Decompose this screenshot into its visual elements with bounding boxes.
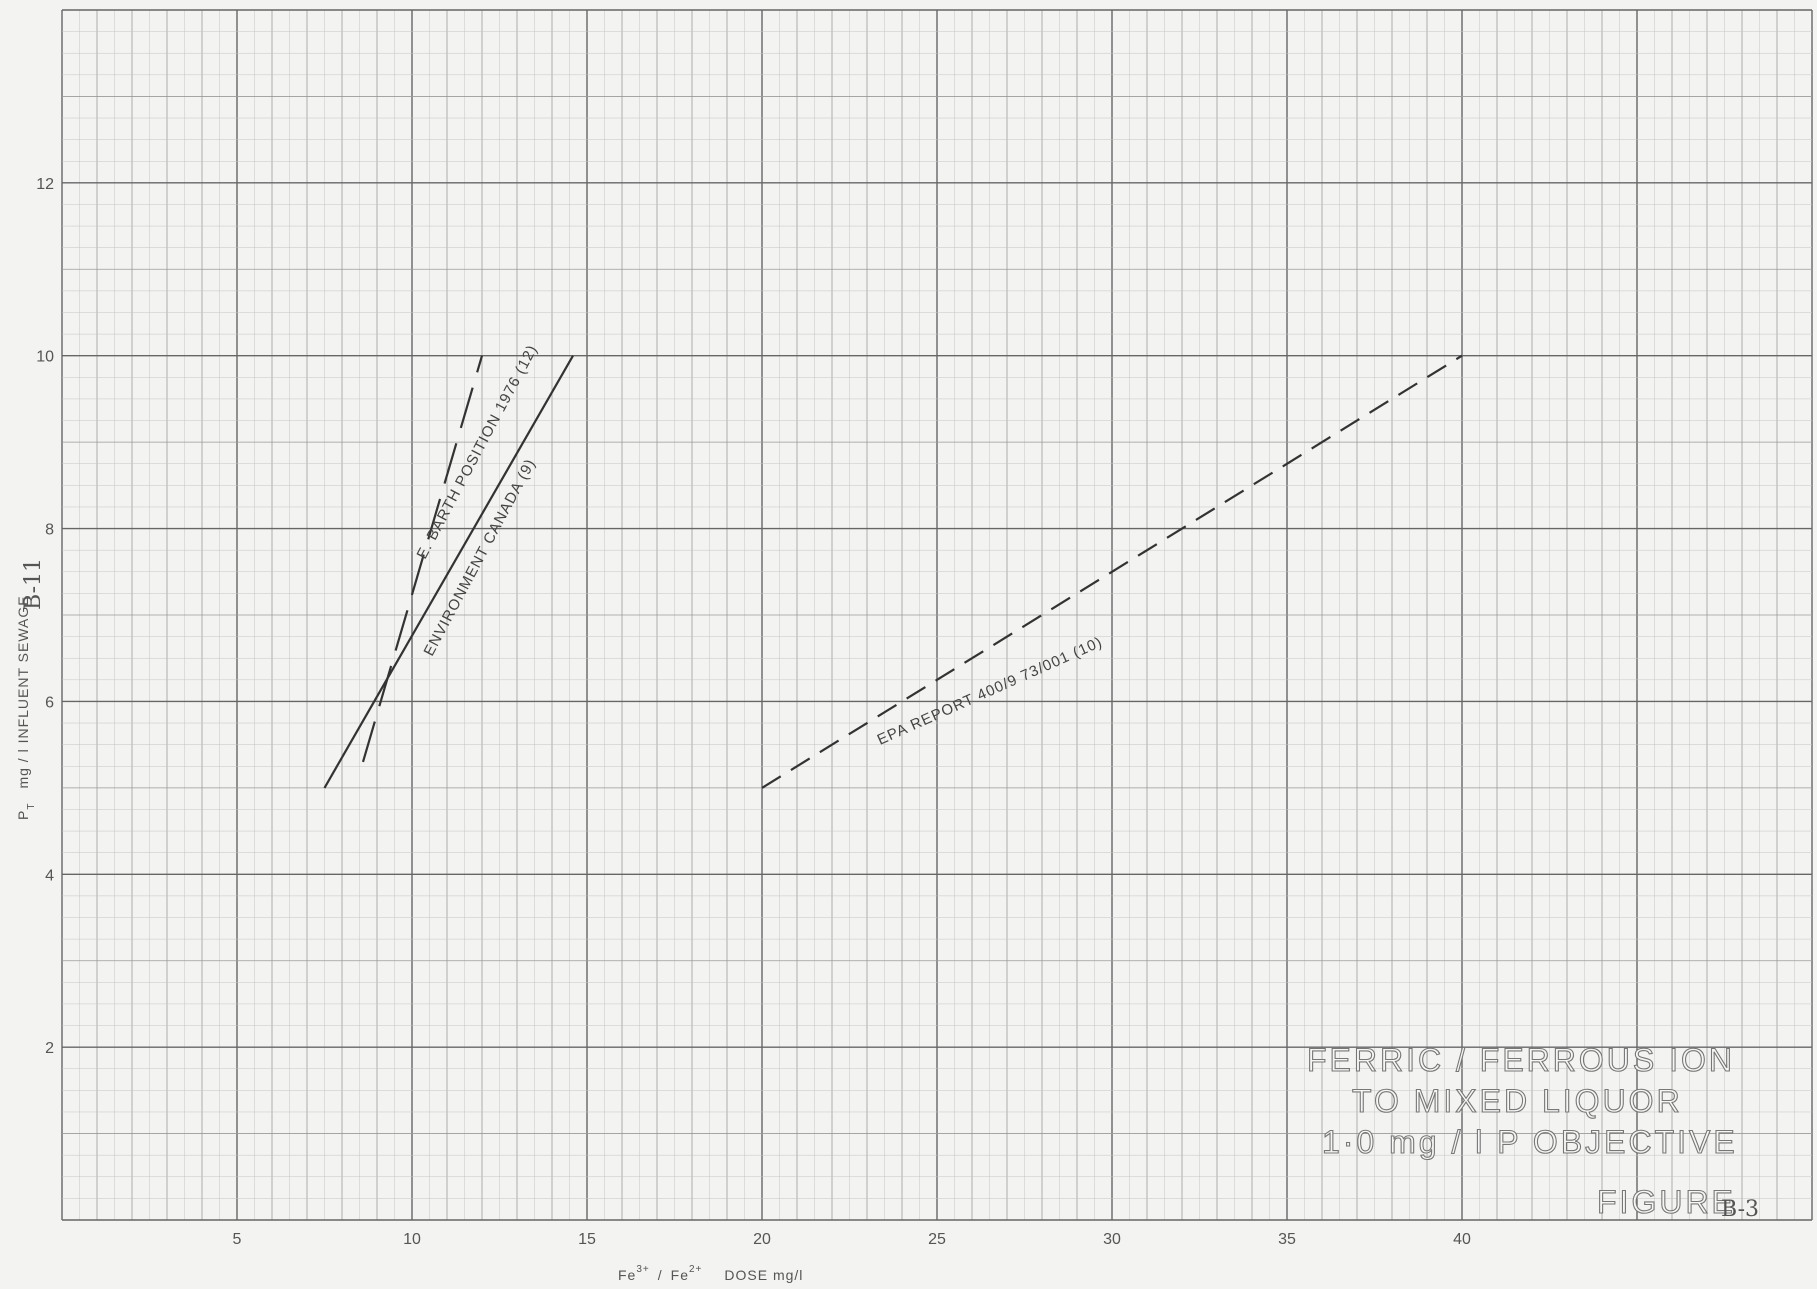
x-axis-title: Fe3+ / Fe2+ DOSE mg/l xyxy=(618,1264,803,1283)
x-tick-label: 40 xyxy=(1453,1231,1471,1248)
y-tick-label: 12 xyxy=(36,176,54,193)
series-line-0 xyxy=(361,355,484,763)
figure-annotation: FERRIC / FERROUS ION TO MIXED LIQUOR 1·0… xyxy=(1306,1041,1759,1222)
y-axis-title: PTmg / l INFLUENT SEWAGE xyxy=(15,595,37,820)
svg-text:PTmg / l INFLUENT SEWAGE: PTmg / l INFLUENT SEWAGE xyxy=(15,595,37,820)
x-tick-label: 35 xyxy=(1278,1231,1296,1248)
series-line-1 xyxy=(323,355,574,789)
y-tick-label: 10 xyxy=(36,349,54,366)
x-tick-label: 30 xyxy=(1103,1231,1121,1248)
figure-number: B-3 xyxy=(1721,1197,1759,1222)
svg-text:FERRIC / FERROUS ION: FERRIC / FERROUS ION xyxy=(1307,1042,1735,1078)
x-tick-label: 5 xyxy=(233,1231,242,1248)
svg-text:TO MIXED LIQUOR: TO MIXED LIQUOR xyxy=(1352,1083,1683,1119)
x-tick-label: 20 xyxy=(753,1231,771,1248)
svg-text:FIGURE: FIGURE xyxy=(1597,1184,1736,1220)
x-tick-label: 25 xyxy=(928,1231,946,1248)
y-tick-label: 8 xyxy=(45,522,54,539)
tick-labels: 5 10 15 20 25 30 35 40 2 4 6 8 10 12 xyxy=(36,176,1471,1248)
series-layer xyxy=(323,354,1463,789)
svg-text:Fe3+/Fe2+DOSE mg/l: Fe3+ / Fe2+ DOSE mg/l xyxy=(618,1264,803,1283)
svg-text:1·0 mg / l P OBJECTIVE: 1·0 mg / l P OBJECTIVE xyxy=(1322,1124,1738,1160)
y-tick-label: 2 xyxy=(45,1040,54,1057)
page-number: B-11 xyxy=(21,558,46,610)
y-tick-label: 4 xyxy=(45,867,54,884)
x-tick-label: 15 xyxy=(578,1231,596,1248)
x-tick-label: 10 xyxy=(403,1231,421,1248)
y-tick-label: 6 xyxy=(45,694,54,711)
grid xyxy=(61,9,1813,1221)
series-line-2 xyxy=(761,354,1463,789)
